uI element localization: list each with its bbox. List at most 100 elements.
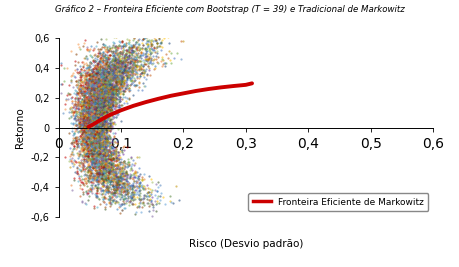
Point	[109, 66, 116, 70]
Point	[79, 91, 87, 95]
Point	[95, 151, 103, 155]
Point	[78, 122, 86, 126]
Point	[105, 82, 112, 86]
Point	[129, 162, 136, 166]
Point	[110, 61, 118, 65]
Point	[124, 86, 132, 91]
Point	[95, 143, 102, 147]
Point	[123, 80, 130, 84]
Point	[99, 172, 106, 176]
Point	[119, 161, 126, 166]
Point	[90, 129, 98, 134]
Point	[90, 101, 97, 105]
Point	[101, 72, 108, 76]
Point	[80, 96, 88, 100]
Point	[96, 109, 103, 113]
Point	[77, 117, 84, 121]
Point	[109, 168, 116, 172]
Point	[101, 163, 108, 167]
Point	[93, 155, 100, 159]
Point	[85, 102, 92, 107]
Point	[84, 123, 92, 127]
Point	[101, 80, 109, 84]
Point	[75, 70, 82, 74]
Point	[90, 115, 97, 119]
Point	[97, 86, 104, 90]
Point	[90, 81, 98, 85]
Point	[88, 117, 95, 121]
Point	[98, 157, 106, 162]
Point	[71, 114, 78, 118]
Point	[110, 136, 117, 140]
Point	[88, 114, 95, 119]
Point	[79, 162, 87, 166]
Point	[96, 129, 104, 133]
Point	[101, 136, 109, 141]
Point	[86, 107, 94, 111]
Point	[109, 185, 117, 189]
Point	[91, 168, 99, 172]
Point	[115, 174, 122, 178]
Point	[101, 134, 109, 138]
Point	[105, 126, 112, 130]
Point	[81, 74, 89, 78]
Point	[79, 103, 87, 107]
Point	[104, 163, 111, 168]
Point	[88, 127, 95, 131]
Point	[78, 131, 86, 136]
Point	[104, 109, 112, 113]
Point	[107, 112, 114, 116]
Point	[81, 122, 89, 126]
Point	[137, 184, 145, 188]
Point	[130, 197, 138, 201]
Point	[111, 149, 118, 153]
Point	[85, 123, 92, 127]
Point	[96, 79, 104, 83]
Point	[124, 67, 131, 72]
Point	[99, 91, 106, 96]
Point	[100, 69, 107, 73]
Point	[93, 95, 100, 99]
Point	[93, 161, 100, 165]
Point	[123, 75, 130, 80]
Point	[116, 68, 123, 73]
Point	[89, 79, 96, 84]
Point	[129, 56, 137, 60]
Point	[90, 103, 97, 107]
Point	[140, 37, 147, 41]
Point	[95, 149, 103, 154]
Point	[147, 61, 154, 66]
Point	[94, 62, 101, 66]
Point	[95, 87, 103, 92]
Point	[89, 82, 96, 86]
Point	[81, 104, 89, 108]
Point	[93, 129, 100, 134]
Point	[104, 170, 112, 174]
Point	[86, 129, 93, 134]
Point	[101, 101, 108, 105]
Point	[179, 39, 186, 44]
Point	[106, 56, 113, 60]
Point	[93, 141, 100, 145]
Point	[72, 89, 79, 93]
Point	[79, 165, 86, 169]
Point	[91, 122, 98, 127]
Point	[96, 112, 103, 117]
Point	[96, 123, 103, 127]
Point	[104, 75, 112, 79]
Point	[96, 140, 103, 144]
Point	[95, 123, 102, 128]
Point	[102, 173, 110, 178]
Point	[167, 58, 174, 62]
Point	[106, 81, 113, 85]
Point	[106, 195, 114, 199]
Point	[100, 127, 107, 131]
Point	[95, 100, 103, 104]
Point	[96, 90, 103, 94]
Point	[90, 88, 97, 93]
Point	[96, 131, 103, 135]
Point	[101, 151, 109, 156]
Point	[84, 86, 91, 90]
Point	[102, 129, 110, 134]
Point	[84, 88, 91, 92]
